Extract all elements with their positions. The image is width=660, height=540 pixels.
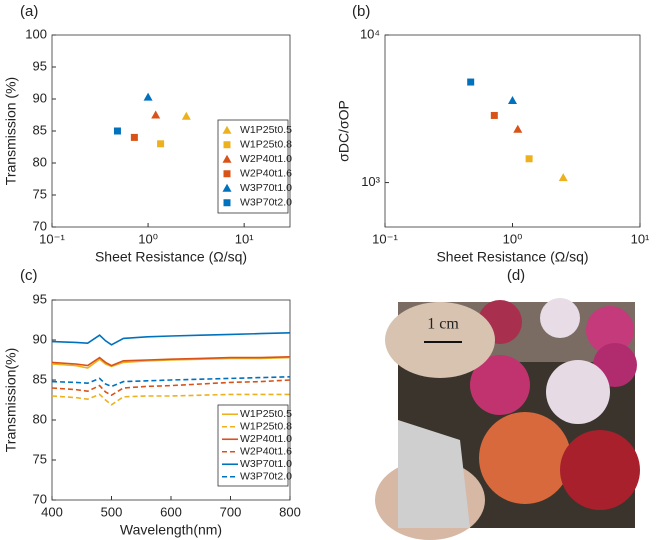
legend-swatch <box>223 170 231 178</box>
legend-label: W3P70t2.0 <box>240 471 292 483</box>
y-tick-label: 90 <box>33 331 47 346</box>
y-tick-label: 70 <box>33 218 47 233</box>
marker <box>157 140 165 148</box>
y-tick-label: 75 <box>33 186 47 201</box>
legend-label: W1P25t0.8 <box>240 139 292 151</box>
y-tick-label: 95 <box>33 58 47 73</box>
chart: (c) 400 500 600 700 800 70 75 80 85 90 95 Wavelength… <box>3 267 301 538</box>
y-tick-label: 70 <box>33 491 47 506</box>
marker <box>558 173 568 182</box>
x-tick-label: 800 <box>279 504 301 519</box>
legend-label: W3P70t1.0 <box>240 182 292 194</box>
legend-swatch <box>223 141 231 149</box>
y-tick-label: 75 <box>33 451 47 466</box>
flower <box>560 430 640 510</box>
panel-label: (c) <box>20 267 38 284</box>
marker <box>525 155 533 163</box>
legend-label: W1P25t0.5 <box>240 124 292 136</box>
x-tick-label: 500 <box>101 504 123 519</box>
x-tick-label: 10⁻¹ <box>372 231 398 246</box>
marker <box>151 110 161 119</box>
y-tick-label: 100 <box>25 26 47 41</box>
photo-panel: (d) 1 cm <box>375 267 640 540</box>
y-tick-label: 85 <box>33 371 47 386</box>
x-tick-label: 10¹ <box>235 231 254 246</box>
y-tick-label: 80 <box>33 154 47 169</box>
x-axis-label: Sheet Resistance (Ω/sq) <box>95 249 247 265</box>
line <box>51 356 291 367</box>
x-tick-label: 400 <box>41 504 63 519</box>
scale-label: 1 cm <box>427 316 459 333</box>
x-tick-label: 10¹ <box>631 231 650 246</box>
flower <box>546 360 610 424</box>
line <box>51 379 291 397</box>
flower <box>479 412 571 504</box>
y-tick-label: 80 <box>33 411 47 426</box>
panel-label: (a) <box>20 3 38 20</box>
y-tick-label: 95 <box>33 291 47 306</box>
x-tick-label: 600 <box>160 504 182 519</box>
line <box>51 393 290 406</box>
legend-swatch <box>223 199 231 207</box>
y-tick-label: 10⁴ <box>360 26 380 41</box>
x-tick-label: 10⁰ <box>503 231 523 246</box>
legend-label: W3P70t1.0 <box>240 458 292 470</box>
marker <box>490 111 498 119</box>
legend-swatch <box>222 125 232 134</box>
legend-label: W1P25t0.8 <box>240 421 292 433</box>
y-tick-label: 90 <box>33 90 47 105</box>
legend-label: W2P40t1.0 <box>240 153 292 165</box>
panel-label: (b) <box>352 3 370 20</box>
y-axis-label: σDC/σOP <box>336 100 352 162</box>
flower <box>586 306 634 354</box>
finger <box>385 302 495 378</box>
marker <box>143 92 153 101</box>
flower <box>540 298 580 338</box>
legend-label: W2P40t1.0 <box>240 433 292 445</box>
legend-label: W1P25t0.5 <box>240 408 292 420</box>
panel-label: (d) <box>507 267 525 284</box>
marker <box>113 127 121 135</box>
flower <box>470 355 530 415</box>
marker <box>508 95 517 104</box>
y-tick-label: 85 <box>33 122 47 137</box>
plot-frame <box>384 34 641 228</box>
y-axis-label: Transmission (%) <box>3 77 19 185</box>
legend-swatch <box>222 154 232 163</box>
chart: (b) 10⁻¹ 10⁰ 10¹ 10³ 10⁴ Sheet Resistance (Ω/s… <box>336 3 650 265</box>
marker <box>130 133 138 141</box>
line <box>51 332 291 346</box>
x-axis-label: Wavelength(nm) <box>120 522 222 538</box>
x-tick-label: 10⁻¹ <box>39 231 65 246</box>
marker <box>181 111 191 120</box>
x-axis-label: Sheet Resistance (Ω/sq) <box>436 249 588 265</box>
legend-box <box>217 119 289 214</box>
y-axis-label: Transmission(%) <box>3 348 19 453</box>
glove <box>398 420 470 528</box>
line <box>51 376 291 388</box>
legend-swatch <box>222 183 232 192</box>
chart: (a) 10⁻¹ 10⁰ 10¹ 70 75 80 85 90 95 100 Sheet Resist… <box>3 3 292 265</box>
legend-label: W2P40t1.6 <box>240 446 292 458</box>
marker <box>467 78 475 86</box>
y-tick-label: 10³ <box>361 174 380 189</box>
x-tick-label: 700 <box>220 504 242 519</box>
legend-label: W3P70t2.0 <box>240 197 292 209</box>
x-tick-label: 10⁰ <box>138 231 158 246</box>
legend-box <box>217 404 289 487</box>
marker <box>513 124 523 133</box>
legend-label: W2P40t1.6 <box>240 168 292 180</box>
